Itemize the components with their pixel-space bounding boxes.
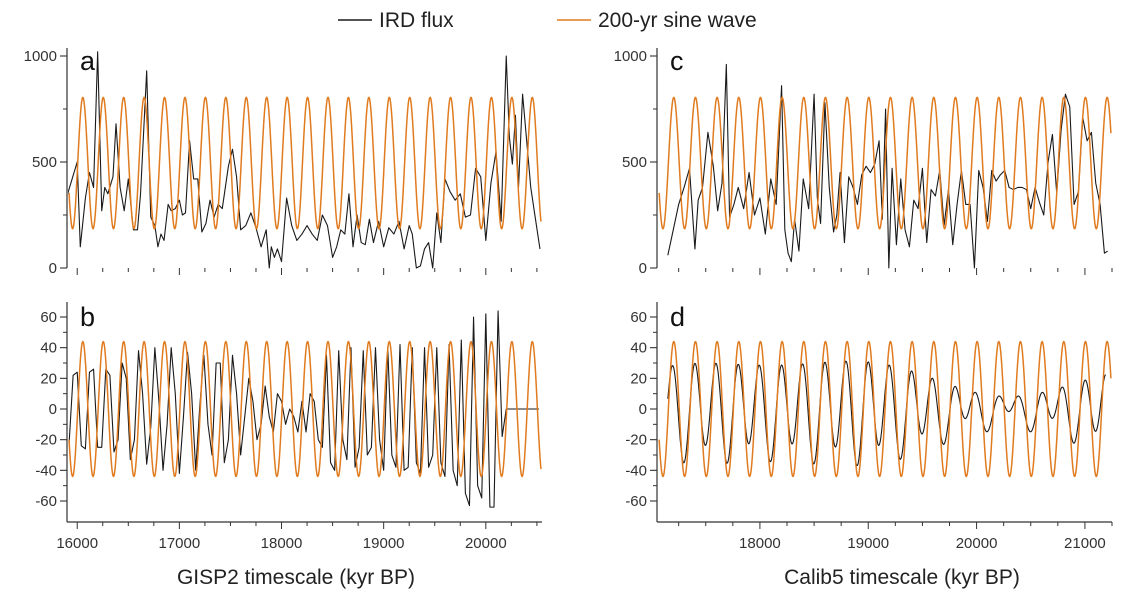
x-tick-label: 16000: [56, 535, 98, 552]
series-line-b-ird: [68, 310, 539, 508]
y-tick-label: 0: [49, 401, 57, 418]
x-tick-label: 18000: [739, 535, 781, 552]
series-line-a-sine: [68, 96, 542, 230]
x-tick-label: 20000: [465, 535, 507, 552]
y-tick-label: -60: [35, 493, 57, 510]
y-tick-label: 1000: [24, 48, 57, 65]
y-tick-label: -40: [625, 462, 647, 479]
y-tick-label: 60: [630, 309, 647, 326]
y-tick-label: 20: [40, 370, 57, 387]
x-tick-label: 19000: [847, 535, 889, 552]
panel-a: 0 500 1000 a: [24, 46, 542, 277]
panel-letter-b: b: [80, 302, 95, 332]
panel-letter-d: d: [670, 302, 685, 332]
y-tick-label: -20: [625, 432, 647, 449]
x-axis-label-left: GISP2 timescale (kyr BP): [177, 566, 415, 589]
x-tick-label: 18000: [261, 535, 303, 552]
panel-letter-a: a: [80, 46, 96, 76]
x-axis-label-right: Calib5 timescale (kyr BP): [784, 566, 1020, 589]
y-tick-label: 1000: [614, 48, 647, 65]
panel-b: -60 -40 -20 0 20 40 60 16000 17000 18000 19000 2000…: [35, 302, 542, 552]
y-tick-label: -60: [625, 493, 647, 510]
x-tick-label: 21000: [1064, 535, 1106, 552]
panel-c: 0 500 1000 c: [614, 46, 1113, 277]
x-tick-label: 19000: [363, 535, 405, 552]
chart-panels: 0 500 1000 a -60 -40 -20 0 20 40 60 16000 17000 18000…: [24, 46, 1113, 552]
panel-d: -60 -40 -20 0 20 40 60 18000 19000 20000 21000 d: [625, 302, 1113, 552]
x-tick-label: 17000: [159, 535, 201, 552]
y-tick-label: 0: [49, 260, 57, 277]
y-tick-label: 500: [622, 154, 647, 171]
y-tick-label: 0: [639, 260, 647, 277]
y-tick-label: 20: [630, 370, 647, 387]
y-tick-label: 60: [40, 309, 57, 326]
y-tick-label: 0: [639, 401, 647, 418]
x-tick-label: 20000: [956, 535, 998, 552]
y-tick-label: -20: [35, 432, 57, 449]
y-tick-label: 500: [32, 154, 57, 171]
legend-label-ird: IRD flux: [379, 9, 454, 32]
series-line-b-sine: [68, 340, 542, 478]
y-tick-label: 40: [630, 340, 647, 357]
legend: IRD flux 200-yr sine wave: [338, 9, 757, 32]
series-line-c-sine: [658, 96, 1112, 230]
y-tick-label: 40: [40, 340, 57, 357]
series-line-a-ird: [68, 51, 541, 269]
legend-label-sine: 200-yr sine wave: [598, 9, 757, 32]
y-tick-label: -40: [35, 462, 57, 479]
panel-letter-c: c: [670, 46, 684, 76]
series-line-d-sine: [658, 340, 1112, 478]
